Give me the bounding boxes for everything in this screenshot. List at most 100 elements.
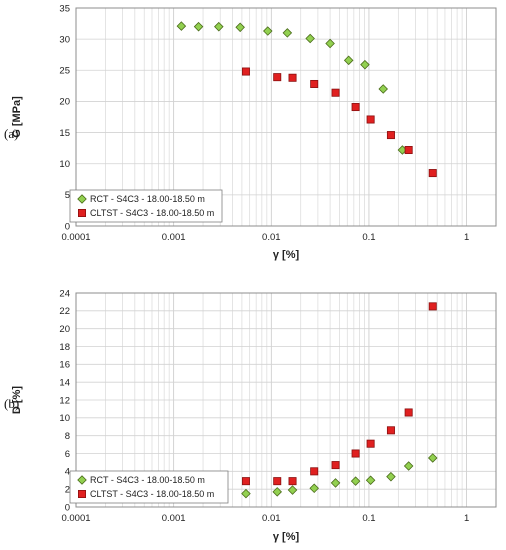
data-points: [176, 21, 437, 178]
rct-point: [176, 21, 187, 31]
rct-point: [214, 21, 224, 32]
cltst-point: [428, 169, 437, 178]
x-tick-label: 0.01: [262, 513, 281, 524]
plot-frame: [75, 292, 497, 508]
y-tick-label: 20: [59, 97, 70, 108]
y-tick-label: 22: [59, 306, 70, 317]
x-tick-label: 0.1: [362, 232, 375, 243]
data-points: [241, 302, 438, 499]
panel-label: (b): [4, 396, 19, 411]
y-tick-label: 30: [59, 34, 70, 45]
x-axis-label: γ [%]: [273, 531, 300, 543]
rct-point: [272, 487, 282, 497]
cltst-point: [386, 426, 395, 435]
legend-box: [69, 470, 229, 504]
legend: RCT - S4C3 - 18.00-18.50 m CLTST - S4C3 …: [69, 470, 229, 504]
cltst-point: [241, 477, 250, 486]
y-tick-label: 14: [59, 377, 70, 388]
x-tick-label: 0.0001: [61, 513, 90, 524]
legend-marker-rct: [77, 475, 87, 485]
legend: RCT - S4C3 - 18.00-18.50 m CLTST - S4C3 …: [69, 189, 223, 223]
y-tick-labels: 0 5 10 15 20 25 30 35: [59, 3, 70, 232]
chart-a: 0.0001 0.001 0.01 0.1 1 0 5 10 15 20 25 30 35 γ [%]…: [4, 3, 497, 261]
x-tick-label: 0.001: [162, 513, 186, 524]
y-tick-label: 6: [65, 449, 70, 460]
cltst-point: [288, 477, 297, 486]
rct-point: [403, 461, 414, 471]
rct-point: [325, 38, 335, 49]
cltst-point: [273, 73, 282, 82]
y-axis-label: G [MPa]: [11, 96, 23, 138]
rct-point: [365, 475, 376, 486]
legend-label-rct: RCT - S4C3 - 18.00-18.50 m: [90, 194, 205, 204]
cltst-point: [241, 67, 250, 76]
cltst-point: [428, 302, 437, 311]
legend-label-rct: RCT - S4C3 - 18.00-18.50 m: [90, 475, 205, 485]
x-tick-labels: 0.0001 0.001 0.01 0.1 1: [61, 232, 469, 243]
cltst-point: [288, 73, 297, 82]
cltst-point: [404, 146, 413, 155]
rct-point: [427, 453, 438, 463]
x-tick-label: 1: [464, 232, 469, 243]
plot-frame: [75, 7, 497, 227]
legend-marker-rct: [77, 194, 87, 204]
legend-square: [78, 208, 87, 217]
y-tick-label: 18: [59, 342, 70, 353]
y-tick-label: 5: [65, 190, 70, 201]
rct-point: [350, 476, 361, 486]
rct-point: [193, 21, 204, 32]
cltst-point: [310, 79, 319, 88]
y-axis-label: D [%]: [11, 386, 23, 414]
cltst-point: [404, 408, 413, 417]
rct-point: [360, 59, 370, 70]
y-tick-label: 25: [59, 66, 70, 77]
legend-label-cltst: CLTST - S4C3 - 18.00-18.50 m: [90, 208, 214, 218]
legend-box: [69, 189, 223, 223]
rct-point: [378, 84, 388, 94]
y-tick-label: 10: [59, 159, 70, 170]
rct-point: [235, 22, 245, 33]
rct-point: [241, 488, 251, 499]
cltst-point: [273, 477, 282, 486]
rct-point: [386, 471, 396, 482]
rct-point: [287, 485, 298, 495]
rct-point: [305, 33, 315, 44]
x-tick-label: 0.01: [262, 232, 281, 243]
legend-label-cltst: CLTST - S4C3 - 18.00-18.50 m: [90, 489, 214, 499]
x-axis-label: γ [%]: [273, 249, 300, 261]
cltst-point: [331, 88, 340, 97]
rct-point: [263, 26, 273, 36]
rct-point: [343, 55, 354, 66]
y-tick-label: 8: [65, 431, 70, 442]
cltst-point: [366, 439, 375, 448]
legend-marker-cltst: [78, 208, 87, 217]
legend-marker-cltst: [78, 489, 87, 498]
y-tick-label: 16: [59, 360, 70, 371]
y-tick-label: 20: [59, 324, 70, 335]
cltst-point: [386, 131, 395, 140]
x-tick-label: 0.1: [362, 513, 375, 524]
y-tick-label: 15: [59, 128, 70, 139]
cltst-point: [310, 467, 319, 476]
y-tick-label: 4: [65, 467, 70, 478]
x-tick-label: 0.001: [162, 232, 186, 243]
cltst-point: [351, 103, 360, 112]
y-tick-label: 35: [59, 3, 70, 14]
y-tick-label: 2: [65, 484, 70, 495]
legend-diamond: [77, 194, 87, 204]
legend-diamond: [77, 475, 87, 485]
rct-point: [309, 483, 319, 494]
y-tick-label: 24: [59, 288, 70, 299]
cltst-point: [351, 449, 360, 458]
panel-label: (a): [4, 126, 18, 141]
legend-square: [78, 489, 87, 498]
cltst-point: [366, 115, 375, 124]
x-tick-label: 0.0001: [61, 232, 90, 243]
y-tick-label: 10: [59, 413, 70, 424]
x-tick-labels: 0.0001 0.001 0.01 0.1 1: [61, 513, 469, 524]
rct-point: [282, 28, 293, 38]
x-tick-label: 1: [464, 513, 469, 524]
y-tick-label: 0: [65, 221, 70, 232]
